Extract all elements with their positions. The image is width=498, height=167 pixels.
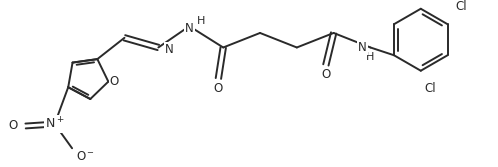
Text: N$^+$: N$^+$	[45, 116, 64, 132]
Text: O: O	[321, 68, 331, 81]
Text: N: N	[165, 43, 174, 56]
Text: N: N	[358, 41, 367, 54]
Text: H: H	[197, 16, 206, 26]
Text: Cl: Cl	[455, 0, 467, 13]
Text: H: H	[366, 52, 374, 62]
Text: N: N	[185, 22, 194, 35]
Text: O: O	[110, 75, 119, 88]
Text: O: O	[214, 82, 223, 95]
Text: O$^-$: O$^-$	[76, 149, 95, 162]
Text: O: O	[8, 119, 18, 132]
Text: Cl: Cl	[425, 82, 436, 95]
